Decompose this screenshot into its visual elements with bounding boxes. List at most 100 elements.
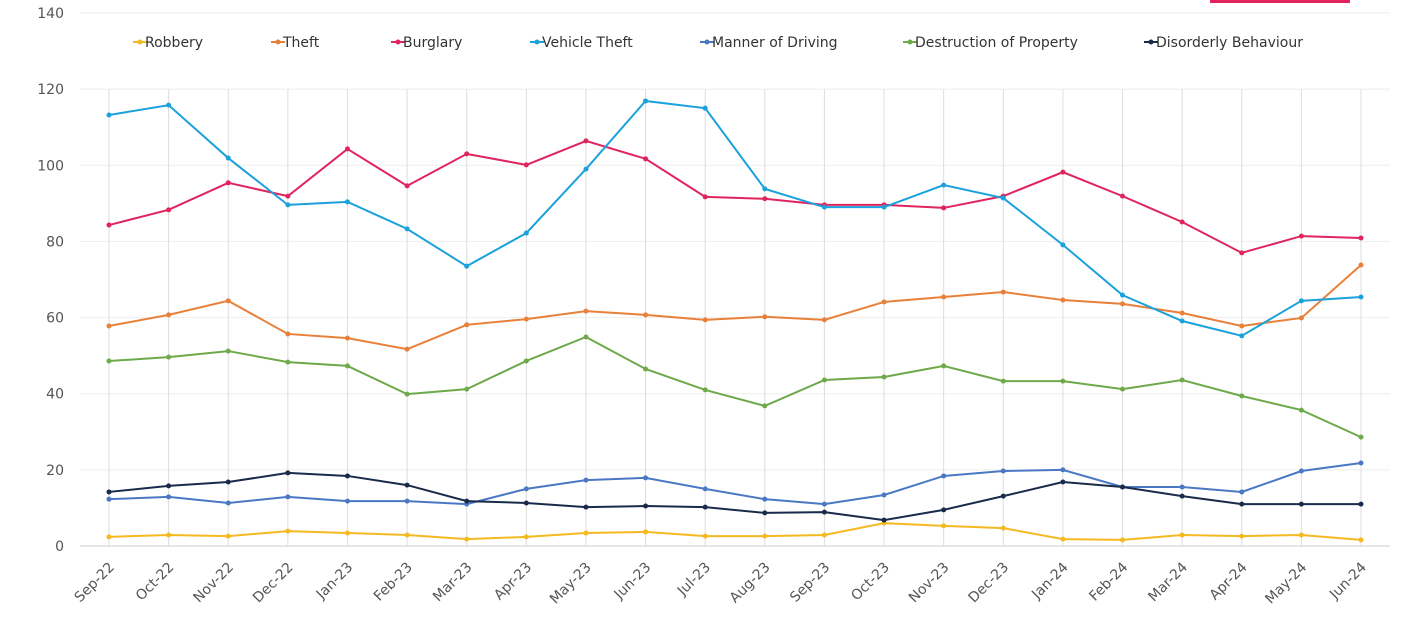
point	[166, 483, 172, 489]
legend-dot	[704, 39, 710, 45]
point	[1179, 318, 1185, 324]
point	[464, 498, 470, 504]
point	[583, 334, 589, 340]
point	[285, 359, 291, 365]
point	[1179, 532, 1185, 538]
point	[344, 473, 350, 479]
point	[643, 503, 649, 509]
x-tick-label: Oct-22	[133, 560, 178, 605]
x-tick-label: Jan-24	[1028, 559, 1072, 603]
point	[1239, 323, 1245, 329]
point	[1060, 536, 1066, 542]
point	[1239, 393, 1245, 399]
point	[1060, 378, 1066, 384]
x-tick-label: May-24	[1262, 559, 1310, 607]
y-tick-label: 120	[37, 82, 64, 98]
point	[881, 299, 887, 305]
point	[1060, 479, 1066, 485]
point	[464, 263, 470, 269]
legend-item: Vehicle Theft	[530, 35, 633, 51]
point	[404, 498, 410, 504]
point	[106, 489, 112, 495]
point	[1120, 386, 1126, 392]
point	[1179, 219, 1185, 225]
point	[643, 475, 649, 481]
point	[821, 532, 827, 538]
point	[344, 498, 350, 504]
point	[762, 510, 768, 516]
point	[583, 504, 589, 510]
point	[1298, 407, 1304, 413]
legend-dot	[275, 39, 281, 45]
point	[821, 509, 827, 515]
point	[1239, 501, 1245, 507]
point	[464, 322, 470, 328]
x-tick-label: Apr-24	[1207, 559, 1251, 603]
point	[762, 314, 768, 320]
y-tick-label: 40	[46, 387, 64, 403]
series-line	[108, 139, 1362, 254]
legend-dot	[534, 39, 540, 45]
point	[1239, 333, 1245, 339]
x-tick-label: Jun-23	[611, 560, 655, 604]
point	[344, 363, 350, 369]
point	[1060, 297, 1066, 303]
point	[1060, 242, 1066, 248]
point	[106, 112, 112, 118]
point	[941, 507, 947, 513]
point	[166, 207, 172, 213]
x-tick-label: Nov-22	[191, 560, 238, 607]
point	[821, 317, 827, 323]
y-tick-label: 80	[46, 234, 64, 250]
legend-dot	[907, 39, 913, 45]
point	[1298, 501, 1304, 507]
legend-label: Theft	[282, 35, 320, 51]
point	[464, 386, 470, 392]
point	[344, 530, 350, 536]
point	[166, 312, 172, 318]
y-tick-label: 60	[46, 311, 64, 327]
point	[404, 391, 410, 397]
point	[106, 496, 112, 502]
legend-label: Manner of Driving	[712, 35, 838, 51]
point	[1060, 467, 1066, 473]
point	[643, 366, 649, 372]
point	[702, 194, 708, 200]
point	[821, 501, 827, 507]
x-tick-label: May-23	[547, 560, 595, 608]
point	[762, 186, 768, 192]
point	[1358, 294, 1364, 300]
point	[1060, 169, 1066, 175]
point	[285, 494, 291, 500]
legend-dot	[1148, 39, 1154, 45]
point	[1358, 460, 1364, 466]
legend-label: Destruction of Property	[915, 35, 1078, 51]
point	[702, 317, 708, 323]
point	[583, 166, 589, 172]
legend-label: Burglary	[403, 35, 462, 51]
point	[344, 335, 350, 341]
point	[1000, 525, 1006, 531]
point	[1358, 501, 1364, 507]
point	[1120, 537, 1126, 543]
logo-edge	[1210, 0, 1350, 3]
series-line	[108, 264, 1362, 351]
point	[821, 204, 827, 210]
legend-item: Theft	[271, 35, 320, 51]
point	[523, 316, 529, 322]
point	[881, 204, 887, 210]
point	[523, 358, 529, 364]
legend-item: Burglary	[391, 35, 462, 51]
point	[523, 162, 529, 168]
point	[1000, 378, 1006, 384]
x-tick-label: Mar-24	[1145, 559, 1191, 605]
point	[523, 230, 529, 236]
x-tick-label: Jun-24	[1326, 559, 1370, 603]
x-tick-label: Dec-22	[250, 560, 297, 607]
point	[643, 312, 649, 318]
point	[106, 323, 112, 329]
x-tick-label: Aug-23	[727, 560, 774, 607]
point	[106, 358, 112, 364]
point	[1358, 262, 1364, 268]
